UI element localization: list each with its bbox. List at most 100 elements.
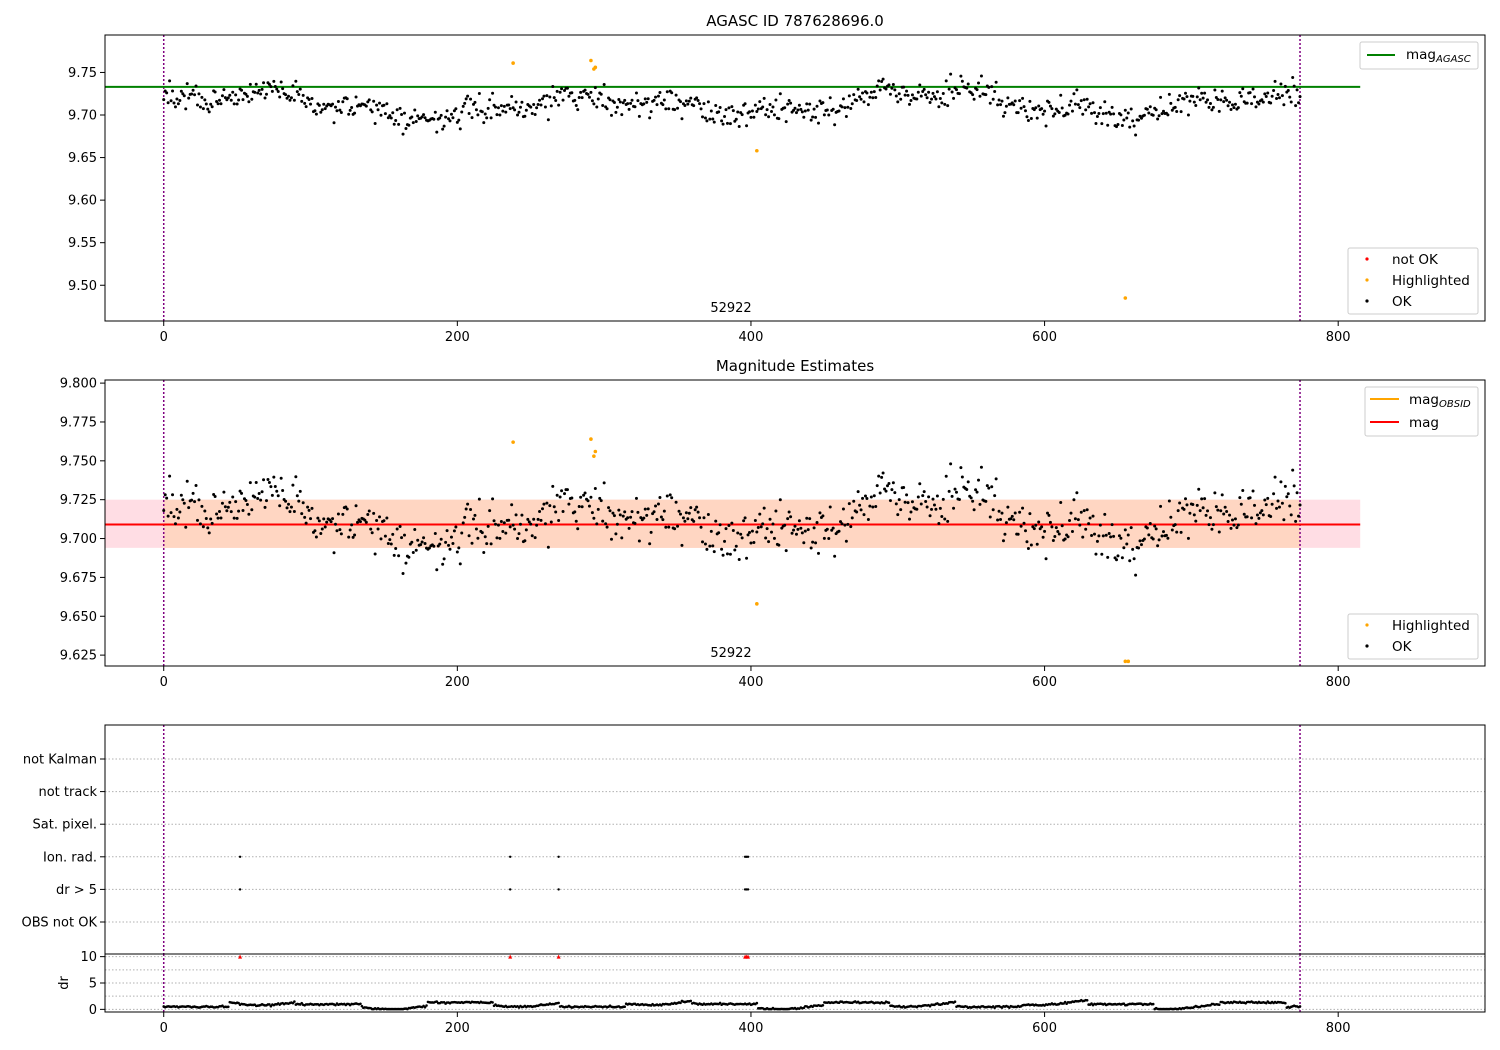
agasc-ok-point [171,89,175,93]
estimates-ok-point [229,510,233,514]
estimates-ok-point [664,525,668,529]
agasc-ok-point [198,105,202,109]
agasc-ok-points [162,72,1302,137]
estimates-ok-point [1179,530,1183,534]
estimates-ok-point [222,490,226,494]
estimates-ok-point [1213,491,1217,495]
estimates-ok-point [209,517,213,521]
estimates-ok-point [1207,523,1211,527]
estimates-ok-point [565,488,569,492]
agasc-ok-point [259,92,263,96]
estimates-ok-point [623,510,627,514]
agasc-ok-point [730,105,734,109]
estimates-ok-point [386,542,390,546]
estimates-ok-point [789,515,793,519]
agasc-ok-point [910,93,914,97]
estimates-ok-point [253,495,257,499]
agasc-ok-point [298,87,302,91]
agasc-ok-point [169,99,173,103]
estimates-ok-point [1160,534,1164,538]
estimates-ok-point [891,481,895,485]
agasc-ok-point [875,84,879,88]
agasc-ok-point [209,102,213,106]
agasc-highlighted-point [511,61,515,65]
estimates-ok-point [1023,529,1027,533]
agasc-ok-point [946,104,950,108]
agasc-ok-point [1090,111,1094,115]
agasc-ok-point [862,100,866,104]
agasc-ok-point [935,90,939,94]
estimates-ok-point [806,528,810,532]
agasc-ok-point [557,103,561,107]
agasc-ok-point [473,100,477,104]
agasc-ok-point [1179,110,1183,114]
estimates-ok-point [460,531,464,535]
agasc-ok-point [1034,106,1038,110]
agasc-ok-point [535,106,539,110]
estimates-ok-point [627,526,631,530]
agasc-ok-point [445,109,449,113]
agasc-ok-point [665,90,669,94]
agasc-ok-point [987,85,991,89]
estimates-ok-point [289,505,293,509]
agasc-ok-point [395,108,399,112]
estimates-ok-point [1175,530,1179,534]
agasc-ok-point [466,94,470,98]
estimates-ok-point [755,530,759,534]
estimates-ok-point [1035,542,1039,546]
estimates-ok-point [777,543,781,547]
estimates-ok-point [636,510,640,514]
agasc-ok-point [539,103,543,107]
estimates-ok-point [1251,489,1255,493]
estimates-ok-point [668,493,672,497]
estimates-ok-point [171,493,175,497]
agasc-ok-point [888,92,892,96]
estimates-ok-point [554,510,558,514]
agasc-ok-point [322,102,326,106]
estimates-ok-point [1197,487,1201,491]
estimates-ok-point [285,506,289,510]
estimates-ok-point [1266,496,1270,500]
agasc-ok-point [990,85,994,89]
estimates-ok-point [1161,530,1165,534]
estimates-ok-point [1232,523,1236,527]
agasc-ok-point [1203,91,1207,95]
agasc-ok-point [460,110,464,114]
estimates-ok-point [618,513,622,517]
estimates-ok-point [658,495,662,499]
agasc-ok-point [1059,93,1063,97]
agasc-ok-point [797,103,801,107]
estimates-ok-point [620,536,624,540]
estimates-ok-point [420,540,424,544]
agasc-ok-point [219,102,223,106]
estimates-ok-point [1245,515,1249,519]
estimates-ok-point [1242,512,1246,516]
estimates-ok-point [1211,523,1215,527]
dr-point [1217,1003,1221,1007]
estimates-ok-point [278,504,282,508]
estimates-ok-point [1117,534,1121,538]
agasc-ok-point [978,94,982,98]
estimates-ok-point [642,516,646,520]
agasc-ok-point [774,98,778,102]
estimates-ok-point [746,533,750,537]
agasc-ok-point [260,87,264,91]
estimates-ok-point [765,527,769,531]
agasc-ok-point [1191,94,1195,98]
agasc-ok-point [292,98,296,102]
dr-point [1264,1001,1268,1005]
estimates-ok-point [391,532,395,536]
estimates-ok-point [552,505,556,509]
estimates-ok-point [1200,497,1204,501]
estimates-ytick-label-0: 9.625 [60,649,97,664]
agasc-ok-point [960,79,964,83]
estimates-ok-point [1272,492,1276,496]
estimates-ok-point [179,493,183,497]
agasc-ok-point [272,79,276,83]
estimates-ok-point [717,531,721,535]
estimates-ok-point [1122,546,1126,550]
estimates-ok-point [774,509,778,513]
estimates-ok-point [1264,503,1268,507]
agasc-ok-point [231,90,235,94]
agasc-ok-point [1116,122,1120,126]
